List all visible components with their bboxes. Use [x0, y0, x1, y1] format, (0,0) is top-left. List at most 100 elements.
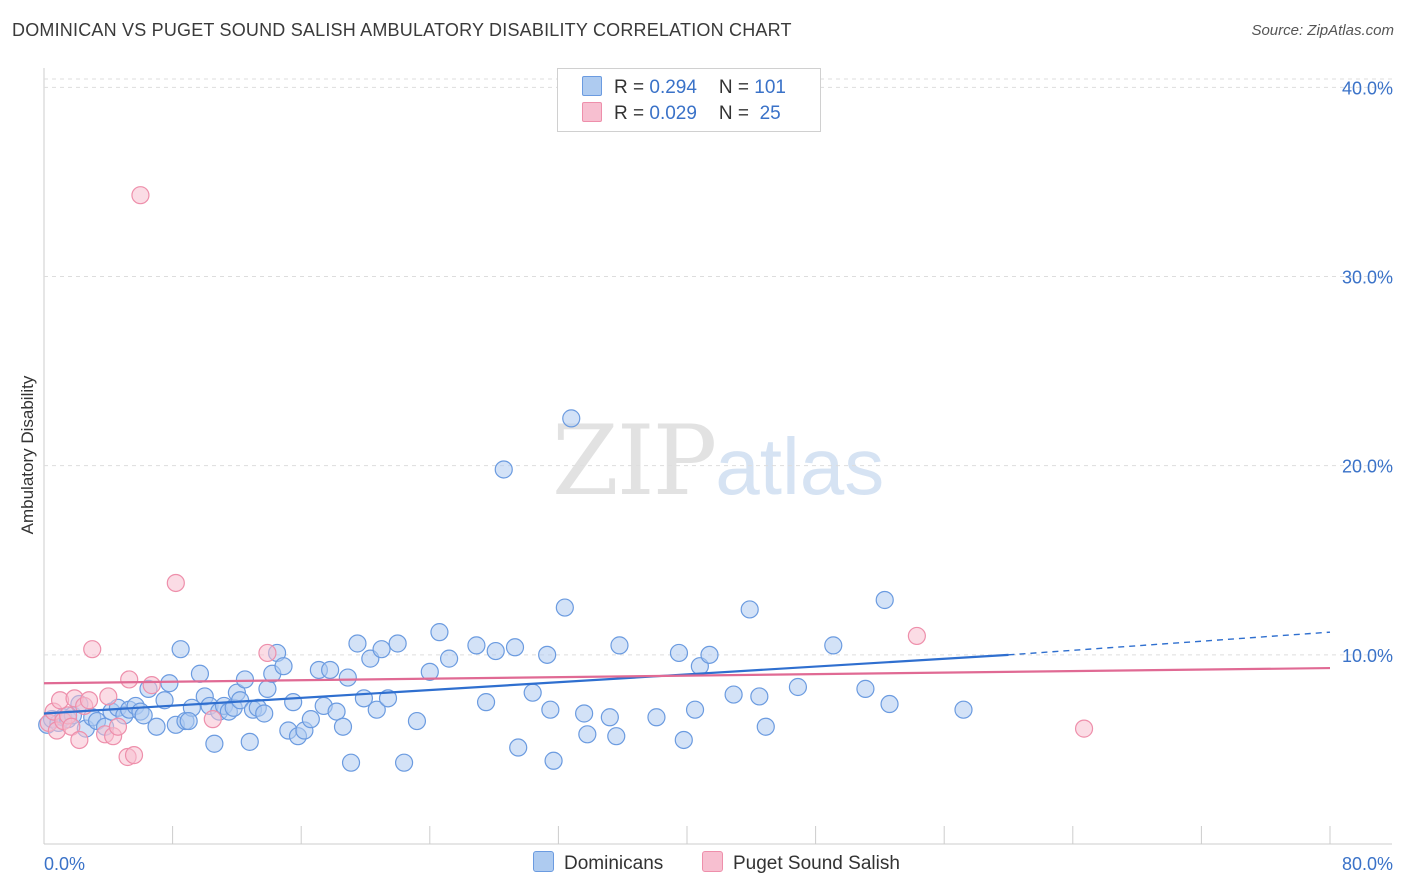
legend-n-label: N =	[718, 77, 755, 98]
salish-point	[166, 573, 185, 593]
dominicans-trend-extension	[1008, 631, 1331, 656]
dominicans-point	[788, 677, 808, 697]
dominicans-point	[407, 711, 427, 731]
y-tick-label: 20.0%	[1342, 457, 1393, 477]
watermark-zip: ZIP	[552, 405, 717, 517]
dominicans-point	[388, 634, 407, 653]
dominicans-point	[467, 636, 486, 655]
dominicans-point	[171, 640, 190, 659]
salish-point	[79, 691, 99, 710]
dominicans-point	[880, 694, 899, 714]
dominicans-point	[338, 668, 357, 687]
dominicans-point	[378, 689, 398, 708]
salish-trend-line	[43, 666, 1331, 685]
dominicans-point	[607, 727, 626, 746]
salish-series	[39, 186, 1094, 767]
legend-row-dominicans: R = 0.294 N = 101	[582, 76, 786, 100]
dominicans-point	[509, 738, 528, 757]
dominicans-point	[494, 460, 513, 479]
dominicans-point	[333, 717, 353, 736]
salish-point	[120, 670, 139, 689]
dominicans-point	[394, 753, 414, 772]
dominicans-point	[756, 717, 775, 736]
bottom-legend-label-salish: Puget Sound Salish	[733, 853, 900, 874]
legend-n-value: 25	[754, 103, 781, 124]
dominicans-point	[341, 753, 361, 772]
x-tick-label: 80.0%	[1342, 854, 1393, 874]
dominicans-point	[179, 711, 198, 731]
dominicans-point	[669, 643, 689, 663]
correlation-legend: R = 0.294 N = 101 R = 0.029 N = 25	[557, 68, 821, 132]
salish-point	[203, 710, 222, 729]
dominicans-point	[439, 649, 459, 668]
y-tick-label: 10.0%	[1342, 646, 1393, 666]
dominicans-point	[740, 600, 759, 619]
legend-n-label: N =	[718, 103, 755, 124]
dominicans-point	[562, 409, 581, 428]
dominicans-series	[38, 409, 973, 772]
legend-swatch-salish	[582, 102, 602, 122]
y-axis-label: Ambulatory Disability	[18, 375, 37, 535]
dominicans-point	[420, 662, 439, 681]
dominicans-point	[674, 730, 693, 750]
x-tick-label: 0.0%	[44, 854, 85, 874]
dominicans-point	[255, 704, 274, 723]
bottom-legend-label-dominicans: Dominicans	[564, 853, 664, 874]
dominicans-point	[160, 674, 179, 693]
salish-point	[99, 687, 118, 706]
dominicans-point	[600, 708, 619, 727]
dominicans-point	[240, 732, 259, 751]
salish-point	[907, 626, 926, 646]
watermark: ZIPatlas	[552, 405, 884, 517]
dominicans-point	[578, 725, 597, 744]
dominicans-point	[538, 645, 557, 664]
dominicans-point	[235, 670, 255, 689]
salish-point	[70, 730, 89, 750]
chart-title: DOMINICAN VS PUGET SOUND SALISH AMBULATO…	[12, 20, 792, 40]
dominicans-point	[875, 590, 894, 610]
watermark-atlas: atlas	[715, 422, 885, 511]
dominicans-point	[367, 700, 386, 719]
dominicans-point	[190, 664, 210, 683]
y-tick-label: 30.0%	[1342, 268, 1393, 288]
legend-r-label: R =	[614, 77, 650, 98]
dominicans-point	[348, 634, 367, 653]
dominicans-point	[284, 693, 303, 712]
dominicans-point	[486, 641, 505, 661]
dominicans-point	[750, 687, 769, 706]
dominicans-point	[321, 660, 340, 680]
dominicans-point	[856, 679, 875, 698]
salish-point	[62, 717, 81, 736]
dominicans-point	[523, 683, 542, 702]
dominicans-point	[372, 640, 391, 659]
dominicans-point	[541, 700, 560, 719]
legend-r-value: 0.029	[649, 103, 697, 124]
salish-point	[142, 676, 161, 695]
legend-row-salish: R = 0.029 N = 25	[582, 102, 781, 126]
dominicans-point	[205, 734, 224, 753]
dominicans-point	[544, 751, 563, 770]
legend-n-value: 101	[754, 77, 786, 98]
dominicans-point	[258, 679, 277, 698]
dominicans-point	[505, 638, 525, 657]
legend-r-label: R =	[614, 103, 650, 124]
salish-point	[131, 186, 150, 205]
dominicans-point	[430, 623, 449, 642]
dominicans-point	[555, 598, 574, 617]
salish-point	[83, 640, 102, 659]
legend-r-value: 0.294	[649, 77, 697, 98]
dominicans-point	[824, 636, 843, 655]
dominicans-point	[647, 708, 666, 727]
chart-source: Source: ZipAtlas.com	[1251, 22, 1394, 39]
bottom-legend-dominicans: Dominicans	[533, 851, 663, 875]
bottom-legend-salish: Puget Sound Salish	[702, 851, 900, 875]
dominicans-point	[155, 691, 174, 710]
dominicans-point	[685, 700, 705, 719]
bottom-legend-swatch-salish	[702, 851, 723, 872]
dominicans-trend-line	[43, 653, 1009, 715]
dominicans-point	[575, 704, 594, 723]
salish-point	[258, 643, 277, 663]
salish-point	[124, 745, 144, 765]
dominicans-point	[476, 693, 496, 712]
